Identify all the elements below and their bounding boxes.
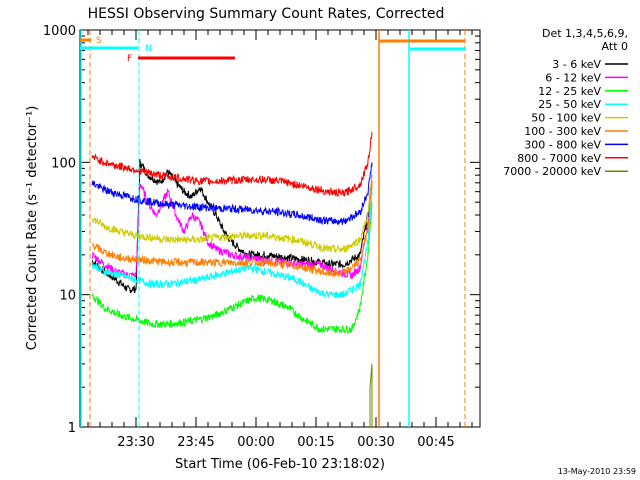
legend-title-line-2: Att 0 bbox=[602, 40, 628, 53]
plot-frame bbox=[79, 29, 481, 428]
x-tick-label: 23:45 bbox=[177, 435, 214, 450]
chart-title: HESSI Observing Summary Count Rates, Cor… bbox=[88, 6, 445, 22]
legend-label: 3 - 6 keV bbox=[552, 58, 601, 71]
y-axis-label: Corrected Count Rate (s⁻¹ detector⁻¹) bbox=[25, 106, 40, 351]
y-tick-label: 1000 bbox=[43, 24, 76, 39]
y-tick-label: 10 bbox=[59, 289, 76, 304]
annotation-label: S bbox=[96, 36, 102, 46]
x-axis-label: Start Time (06-Feb-10 23:18:02) bbox=[175, 457, 385, 472]
legend-label: 25 - 50 keV bbox=[538, 98, 601, 111]
series-line bbox=[369, 363, 373, 427]
legend-title-line-1: Det 1,3,4,5,6,9, bbox=[542, 27, 628, 40]
marker-layer: S N F bbox=[80, 30, 466, 427]
plot-area bbox=[79, 29, 481, 428]
timestamp: 13-May-2010 23:59 bbox=[558, 467, 636, 476]
y-tick-label: 1 bbox=[68, 421, 76, 436]
legend-label: 7000 - 20000 keV bbox=[503, 165, 601, 178]
legend-label: 800 - 7000 keV bbox=[517, 152, 601, 165]
series-line bbox=[91, 191, 373, 299]
annotation-label: F bbox=[127, 54, 132, 64]
series-layer bbox=[91, 131, 373, 427]
x-tick-label: 23:30 bbox=[117, 435, 154, 450]
legend-label: 6 - 12 keV bbox=[545, 71, 601, 84]
x-tick-label: 00:30 bbox=[357, 435, 394, 450]
x-tick-label: 00:15 bbox=[297, 435, 334, 450]
x-tick-label: 00:00 bbox=[237, 435, 274, 450]
series-line bbox=[91, 131, 373, 197]
series-line bbox=[91, 162, 373, 226]
annotation-label: N bbox=[145, 44, 152, 54]
x-tick-label: 00:45 bbox=[417, 435, 454, 450]
x-axis: 23:30 23:45 00:00 00:15 00:30 00:45 bbox=[87, 30, 473, 450]
legend-label: 50 - 100 keV bbox=[531, 112, 601, 125]
y-axis: 1 10 100 1000 bbox=[43, 24, 480, 436]
y-tick-label: 100 bbox=[51, 156, 76, 171]
legend-label: 100 - 300 keV bbox=[524, 125, 601, 138]
legend-label: 300 - 800 keV bbox=[524, 138, 601, 151]
legend-label: 12 - 25 keV bbox=[538, 85, 601, 98]
series-line bbox=[91, 180, 373, 280]
